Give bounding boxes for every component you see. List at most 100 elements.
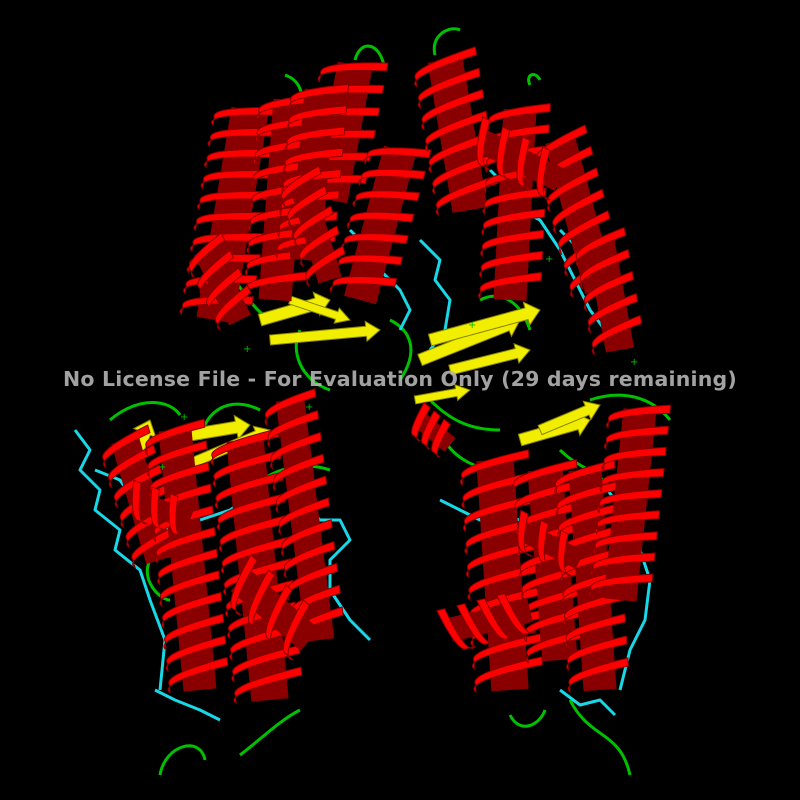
helix-turn [435, 174, 499, 217]
coil [527, 73, 542, 86]
helix-turn [436, 608, 477, 650]
helix-turn [417, 67, 481, 110]
beta-strand [269, 320, 381, 346]
helix-turn [165, 635, 227, 673]
helix-turn [564, 613, 626, 650]
helix-turn [159, 570, 220, 608]
helix-turn [563, 591, 625, 628]
helix-turn [496, 593, 537, 635]
helix-turn [601, 446, 667, 472]
helix-turn [214, 284, 252, 331]
helix-turn [554, 459, 616, 496]
coil [568, 699, 632, 776]
helix-turn [197, 249, 235, 296]
helix-turn [113, 464, 163, 509]
helix [281, 165, 346, 288]
helix-turn [317, 62, 389, 83]
helix-core [427, 57, 488, 213]
ion-marker: + [545, 254, 553, 265]
helix [144, 418, 229, 694]
helix-turn [211, 106, 286, 127]
helix-turn [590, 552, 656, 577]
helix-turn [546, 167, 600, 213]
helix-turn [431, 418, 451, 458]
helix-turn [421, 89, 485, 131]
coil [109, 401, 182, 422]
ion-marker: + [305, 402, 313, 413]
helix-turn [579, 248, 631, 290]
helix-turn [597, 489, 663, 514]
helix-turn [424, 110, 488, 152]
helix-turn [299, 225, 340, 268]
helix-turn [566, 635, 628, 672]
helix-turn [278, 497, 330, 536]
helix-turn [594, 510, 661, 535]
coil [428, 398, 501, 432]
helix-turn [329, 275, 398, 294]
beta-strand [427, 301, 541, 347]
helix-turn [591, 314, 643, 356]
helix [436, 593, 537, 650]
helix [230, 554, 320, 661]
helix-turn [264, 388, 317, 427]
helix-turn [265, 584, 293, 646]
helix-turn [233, 666, 303, 705]
helix-turn [421, 410, 441, 450]
helix-turn [188, 232, 226, 279]
helix-turn [282, 599, 311, 661]
helix-turn [411, 401, 431, 442]
helix-turn [281, 519, 333, 558]
helix-turn [599, 467, 665, 493]
coil [239, 708, 301, 757]
helix-turn [557, 503, 619, 540]
helix-turn [131, 479, 149, 525]
helix-turn [267, 409, 320, 449]
helix [588, 404, 672, 602]
ion-marker: + [158, 462, 166, 473]
helix-turn [212, 449, 282, 488]
helix-turn [284, 126, 346, 153]
helix-turn [512, 458, 578, 495]
helix [515, 509, 585, 577]
helix-turn [482, 187, 547, 216]
helix-turn [102, 424, 151, 469]
coil [432, 27, 461, 56]
helix-turn [557, 210, 611, 256]
helix-turn [221, 536, 290, 575]
ion-marker: + [180, 412, 188, 423]
helix-turn [414, 46, 478, 88]
helix-turn [456, 603, 497, 645]
helix-turn [478, 271, 543, 300]
beta-strand [448, 342, 531, 376]
helix-turn [168, 492, 186, 538]
ion-markers: + + + + + + + [158, 254, 638, 473]
lipid-chain [73, 429, 167, 691]
helix-turn [131, 524, 180, 569]
coil [146, 559, 171, 602]
helix [131, 479, 194, 538]
helix-turn [583, 270, 635, 312]
helix-core [344, 145, 416, 305]
helix-turn [481, 208, 546, 237]
helix-turn [288, 83, 350, 110]
helix-turn [107, 444, 157, 489]
helix-turn [144, 418, 206, 456]
coil [389, 318, 413, 381]
helix-turn [341, 233, 409, 251]
helix-turn [524, 606, 590, 643]
helix-turn [163, 613, 225, 651]
helix-turn [281, 165, 322, 208]
helix-turn [476, 116, 492, 171]
helix-turn [157, 548, 218, 586]
helix-turn [150, 486, 168, 531]
helix-turn [479, 250, 544, 279]
helix-turn [461, 472, 531, 510]
lipid-chain [559, 688, 617, 717]
helix-turn [283, 540, 336, 579]
helix-turn [193, 211, 268, 232]
helix-turn [517, 509, 534, 557]
helix-turn [606, 404, 672, 430]
helix-turn [592, 531, 658, 556]
lipid-chain [298, 498, 372, 642]
